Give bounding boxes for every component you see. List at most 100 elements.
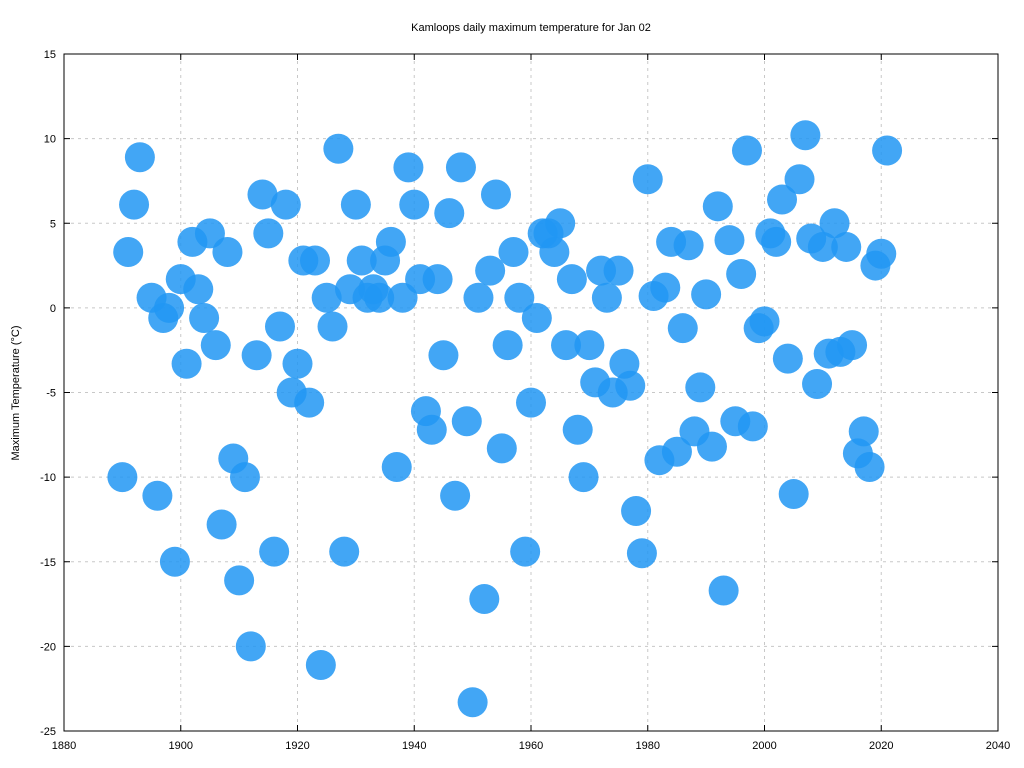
data-point <box>364 282 395 313</box>
data-point <box>831 231 862 262</box>
x-tick-label: 1900 <box>169 740 193 752</box>
y-tick-label: 0 <box>50 303 56 315</box>
chart-title: Kamloops daily maximum temperature for J… <box>411 22 651 34</box>
data-point <box>498 237 529 268</box>
data-point <box>790 120 821 151</box>
data-point <box>591 282 622 313</box>
data-point <box>504 282 535 313</box>
data-point <box>206 509 237 540</box>
data-point <box>183 274 214 305</box>
data-point <box>264 311 295 342</box>
data-point <box>375 226 406 257</box>
data-point <box>615 370 646 401</box>
y-tick-label: -5 <box>46 388 56 400</box>
tick-labels: 1880 1900 1920 1940 1960 1980 2000 2020 2040 -25 -… <box>40 49 1010 752</box>
data-point <box>551 330 582 361</box>
data-point <box>761 226 792 257</box>
data-point <box>556 264 587 295</box>
x-tick-label: 1940 <box>402 740 426 752</box>
data-point <box>737 411 768 442</box>
data-point <box>480 179 511 210</box>
data-point <box>714 225 745 256</box>
data-point <box>574 330 605 361</box>
data-point <box>440 480 471 511</box>
data-point <box>691 279 722 310</box>
data-point <box>119 189 150 220</box>
data-point <box>492 330 523 361</box>
data-point <box>346 245 377 276</box>
data-point <box>772 343 803 374</box>
x-tick-label: 1920 <box>285 740 309 752</box>
data-point <box>510 536 541 567</box>
data-point <box>486 433 517 464</box>
x-tick-label: 2020 <box>869 740 893 752</box>
data-point <box>235 631 266 662</box>
data-point <box>416 414 447 445</box>
y-tick-label: -15 <box>40 557 56 569</box>
data-point <box>562 414 593 445</box>
data-point <box>154 292 185 323</box>
data-point <box>451 406 482 437</box>
y-axis-label: Maximum Temperature (°C) <box>10 325 22 460</box>
y-tick-label: -20 <box>40 641 56 653</box>
data-point <box>282 348 313 379</box>
data-point <box>159 546 190 577</box>
y-tick-label: 10 <box>44 134 56 146</box>
x-tick-label: 2040 <box>986 740 1010 752</box>
data-point <box>516 387 546 418</box>
plot-frame <box>63 53 999 732</box>
y-tick-label: 15 <box>44 49 56 61</box>
data-point <box>650 272 681 303</box>
data-point <box>340 189 371 220</box>
data-point <box>702 191 733 222</box>
y-tick-label: -10 <box>40 472 56 484</box>
data-point <box>457 687 488 718</box>
data-point <box>848 416 879 447</box>
data-point <box>767 184 798 215</box>
data-point <box>603 255 634 286</box>
data-point <box>685 372 716 403</box>
data-point <box>253 218 284 249</box>
x-tick-label: 1980 <box>636 740 660 752</box>
data-point <box>545 208 576 239</box>
data-point <box>696 431 727 462</box>
data-point <box>300 245 331 276</box>
data-point <box>568 462 599 493</box>
data-point <box>661 436 692 467</box>
data-point <box>872 135 903 166</box>
data-point <box>241 340 272 371</box>
data-point <box>171 348 202 379</box>
data-point <box>807 231 838 262</box>
data-point <box>270 189 301 220</box>
data-point <box>626 538 657 569</box>
x-tick-label: 2000 <box>752 740 776 752</box>
data-point <box>667 313 698 344</box>
data-point <box>749 306 780 337</box>
data-point <box>837 330 868 361</box>
data-point <box>142 480 173 511</box>
x-tick-label: 1880 <box>52 740 76 752</box>
data-point <box>229 462 260 493</box>
data-point <box>784 164 815 195</box>
y-tick-label: -25 <box>40 726 56 738</box>
data-point <box>621 495 652 526</box>
data-point <box>434 198 465 229</box>
data-point <box>866 238 897 269</box>
data-point <box>726 259 757 290</box>
data-point <box>107 462 138 493</box>
data-point <box>854 451 885 482</box>
data-point <box>329 536 360 567</box>
data-point <box>124 142 155 173</box>
data-point <box>475 255 506 286</box>
data-point <box>778 479 809 510</box>
x-tick-label: 1960 <box>519 740 543 752</box>
data-point <box>399 189 430 220</box>
y-tick-label: 5 <box>50 218 56 230</box>
data-point <box>463 282 494 313</box>
data-point <box>422 264 453 295</box>
data-point <box>708 575 739 606</box>
data-point <box>381 451 412 482</box>
data-point <box>189 303 220 334</box>
data-point <box>469 583 500 614</box>
